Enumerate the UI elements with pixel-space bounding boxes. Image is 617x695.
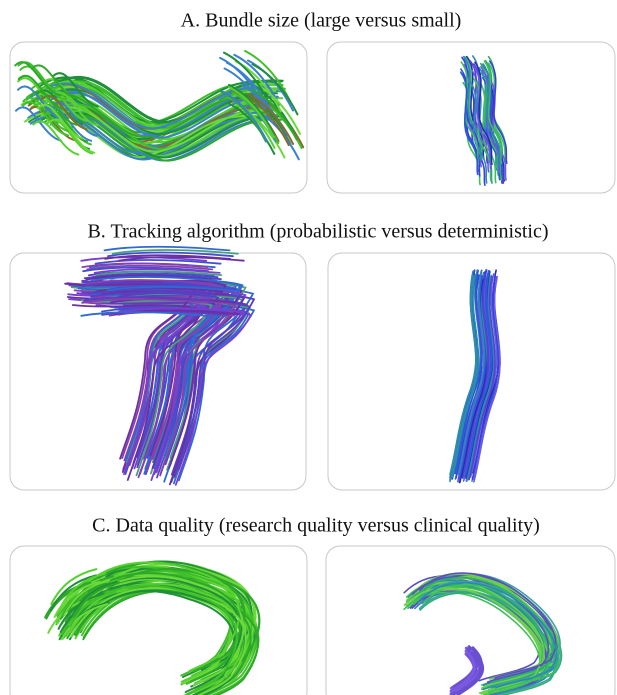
figure: A. Bundle size (large versus small) B. T… [0, 0, 617, 695]
section-title: C. Data quality (research quality versus… [92, 515, 540, 537]
section-title: A. Bundle size (large versus small) [181, 10, 462, 32]
section-title: B. Tracking algorithm (probabilistic ver… [87, 221, 548, 243]
